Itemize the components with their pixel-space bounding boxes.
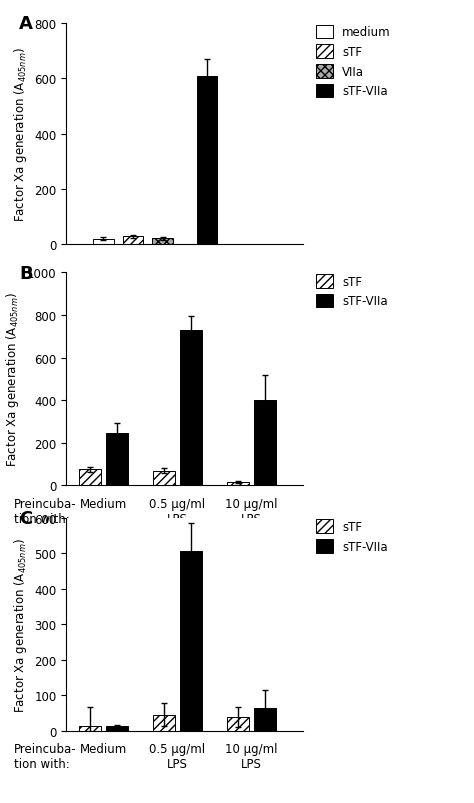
Bar bbox=[180, 552, 202, 731]
Bar bbox=[180, 331, 202, 486]
Bar bbox=[153, 715, 175, 731]
Text: C: C bbox=[19, 509, 32, 528]
Y-axis label: Factor Xa generation (A$_{405 nm}$): Factor Xa generation (A$_{405 nm}$) bbox=[12, 537, 29, 711]
Bar bbox=[123, 237, 143, 245]
Bar bbox=[254, 401, 276, 486]
Text: 10 μg/ml
LPS: 10 μg/ml LPS bbox=[225, 742, 278, 770]
Y-axis label: Factor Xa generation (A$_{405 nm}$): Factor Xa generation (A$_{405 nm}$) bbox=[4, 292, 21, 467]
Text: 0.5 μg/ml
LPS: 0.5 μg/ml LPS bbox=[149, 497, 206, 525]
Text: Medium: Medium bbox=[80, 742, 127, 755]
Text: Medium: Medium bbox=[80, 497, 127, 510]
Bar bbox=[106, 727, 128, 731]
Text: 0.5 μg/ml
LPS: 0.5 μg/ml LPS bbox=[149, 742, 206, 770]
Text: 10 μg/ml
LPS: 10 μg/ml LPS bbox=[225, 497, 278, 525]
Bar bbox=[153, 471, 175, 486]
Bar bbox=[106, 434, 128, 486]
Bar bbox=[227, 717, 249, 731]
Text: Preincuba-
tion with:: Preincuba- tion with: bbox=[14, 497, 76, 525]
Y-axis label: Factor Xa generation (A$_{405 nm}$): Factor Xa generation (A$_{405 nm}$) bbox=[12, 47, 29, 222]
Text: A: A bbox=[19, 15, 33, 33]
Text: B: B bbox=[19, 264, 33, 283]
Bar bbox=[197, 76, 218, 245]
Legend: medium, sTF, VIIa, sTF-VIIa: medium, sTF, VIIa, sTF-VIIa bbox=[316, 26, 391, 98]
Bar bbox=[79, 727, 101, 731]
Bar bbox=[79, 470, 101, 486]
Bar bbox=[93, 239, 114, 245]
Legend: sTF, sTF-VIIa: sTF, sTF-VIIa bbox=[316, 520, 388, 553]
Bar bbox=[227, 482, 249, 486]
Legend: sTF, sTF-VIIa: sTF, sTF-VIIa bbox=[316, 275, 388, 308]
Bar bbox=[152, 238, 173, 245]
Bar bbox=[254, 707, 276, 731]
Text: Preincuba-
tion with:: Preincuba- tion with: bbox=[14, 742, 76, 770]
